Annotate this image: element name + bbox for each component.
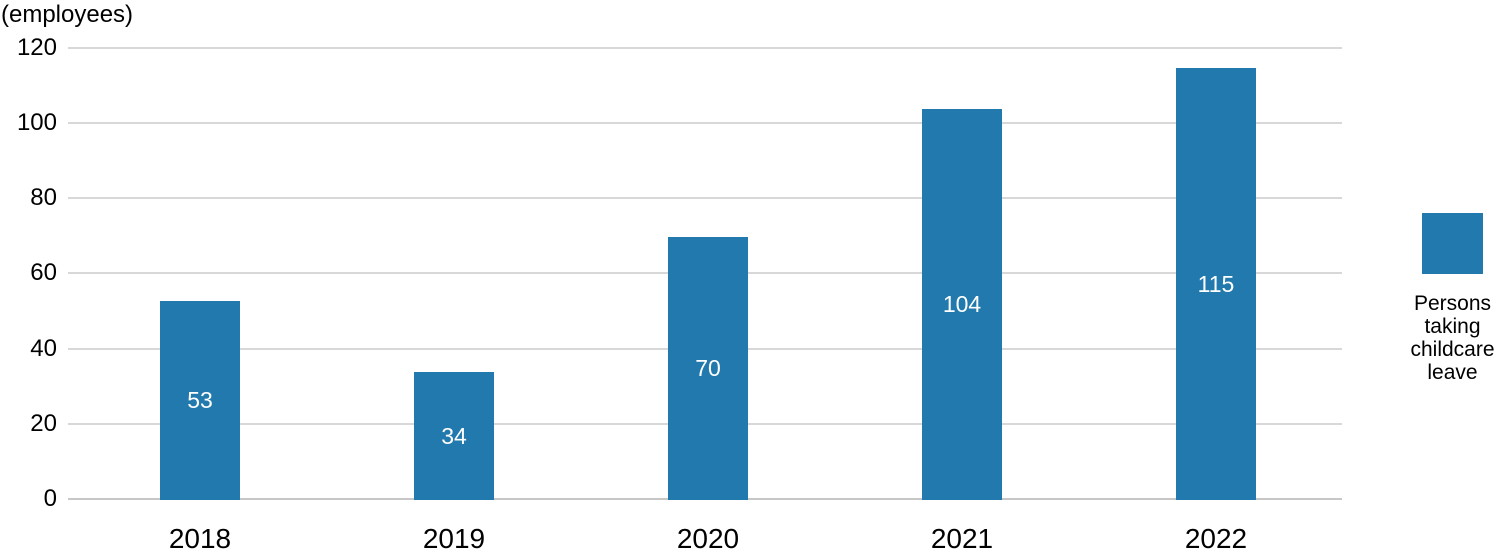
y-axis-tick-label: 0: [43, 485, 57, 512]
y-axis-tick-label: 20: [30, 410, 57, 437]
y-axis-tick-label: 60: [30, 259, 57, 286]
x-axis-label-2021: 2021: [930, 523, 994, 554]
legend-label: Persons taking childcare leave: [1390, 292, 1500, 384]
y-axis-tick-label: 40: [30, 335, 57, 362]
bar-value-label: 104: [942, 291, 982, 317]
x-axis-label-2020: 2020: [676, 523, 740, 554]
bar-2020: 70: [668, 237, 748, 500]
bar-value-label: 115: [1197, 270, 1235, 297]
bar-value-label: 53: [187, 387, 213, 413]
bar-2018: 53: [160, 301, 240, 500]
bar-value-label: 70: [695, 355, 721, 381]
bar-2021: 104: [922, 109, 1002, 500]
legend-label-line: Persons: [1413, 292, 1492, 315]
plot-area: 53 34 70 104 115: [68, 47, 1342, 501]
x-axis-label-2019: 2019: [422, 523, 486, 554]
bar-value-label: 34: [441, 422, 467, 449]
legend-label-line: taking: [1424, 315, 1481, 338]
bar-2019: 34: [414, 372, 494, 500]
legend: Persons taking childcare leave: [1390, 213, 1500, 384]
legend-swatch: [1422, 213, 1483, 274]
gridline: [68, 197, 1342, 199]
gridline: [68, 122, 1342, 124]
y-axis-tick-label: 80: [30, 184, 57, 211]
x-axis-label-2022: 2022: [1184, 523, 1248, 554]
y-axis-tick-label: 120: [16, 34, 57, 61]
x-axis-label-2018: 2018: [168, 523, 232, 554]
bar-2022: 115: [1176, 68, 1256, 500]
y-axis-tick-label: 100: [16, 109, 57, 136]
legend-label-line: childcare: [1410, 338, 1495, 361]
y-axis-unit-label: (employees): [1, 1, 134, 28]
legend-label-line: leave: [1427, 361, 1478, 384]
gridline: [68, 47, 1342, 49]
